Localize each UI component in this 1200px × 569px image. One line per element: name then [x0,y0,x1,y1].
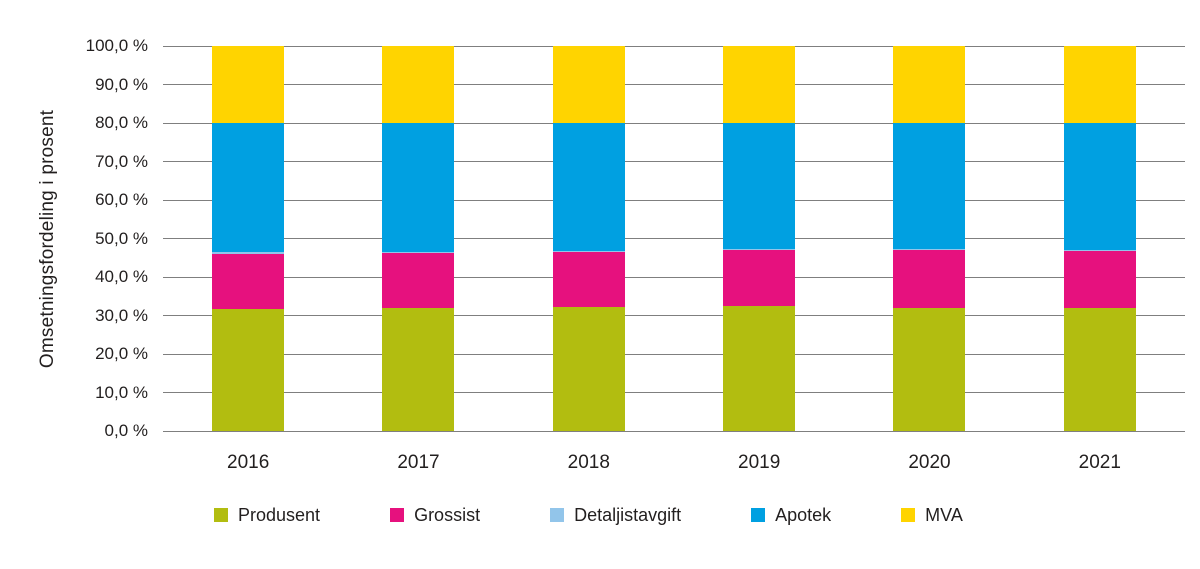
plot-area [163,45,1185,432]
bar-slot-2017 [333,46,503,431]
bar-segment-apotek-2017 [382,123,455,252]
x-tick-label-2020: 2020 [908,452,951,473]
bar-slot-2020 [844,46,1014,431]
y-tick-label: 60,0 % [95,190,148,209]
x-tick-label-2017: 2017 [397,452,440,473]
bar-segment-produsent-2018 [552,307,625,431]
bar-segment-apotek-2021 [1063,123,1136,251]
legend-label-mva: MVA [925,504,963,525]
legend-swatch-grossist [390,508,405,522]
stacked-bar-2016 [212,46,285,431]
legend-label-grossist: Grossist [414,504,481,525]
legend-item-produsent: Produsent [214,504,320,526]
stacked-bar-2020 [893,46,966,431]
bar-segment-detaljistavgift-2019 [723,248,796,250]
bar-segment-mva-2017 [382,46,455,124]
gridline [163,199,1185,201]
bar-segment-apotek-2019 [723,123,796,249]
gridline [163,84,1185,85]
bar-segment-mva-2018 [552,46,625,124]
gridline [163,276,1185,278]
legend-label-produsent: Produsent [238,504,321,525]
legend-swatch-apotek [751,508,766,522]
gridline [163,45,1185,47]
bar-segment-grossist-2016 [212,253,285,309]
bar-segment-grossist-2017 [382,253,455,309]
y-tick-label: 80,0 % [95,113,148,132]
bar-slot-2016 [163,46,333,431]
legend-item-mva: MVA [901,504,963,526]
x-tick-label-2021: 2021 [1078,452,1121,473]
bar-segment-detaljistavgift-2021 [1063,250,1136,252]
x-tick-label-2016: 2016 [227,452,270,473]
bar-segment-mva-2016 [212,46,285,124]
bar-slot-2021 [1015,46,1185,431]
x-tick-label-2019: 2019 [738,452,781,473]
legend-swatch-produsent [214,508,228,522]
bar-segment-produsent-2020 [893,307,966,431]
gridline [163,122,1185,124]
bar-segment-mva-2021 [1063,46,1136,124]
bar-segment-grossist-2018 [552,252,625,308]
bar-segment-detaljistavgift-2020 [893,249,966,251]
legend: Produsent Grossist Detaljistavgift Apotek MV… [214,504,963,526]
bar-segment-detaljistavgift-2016 [212,252,285,254]
bar-segment-apotek-2020 [893,123,966,250]
y-tick-label: 70,0 % [95,151,148,171]
y-tick-label: 30,0 % [95,305,148,325]
bar-segment-grossist-2019 [723,249,796,306]
y-tick-label: 40,0 % [95,267,148,286]
legend-item-apotek: Apotek [751,504,831,526]
legend-swatch-detaljistavgift [550,508,565,522]
bar-segment-produsent-2017 [382,308,455,431]
x-axis-labels: 2016 2017 2018 2019 2020 2021 [163,452,1185,474]
legend-label-apotek: Apotek [775,504,832,525]
gridline [163,392,1185,393]
y-tick-label: 90,0 % [95,74,148,94]
gridline [163,161,1185,162]
bars-row [163,46,1185,431]
bar-segment-apotek-2016 [212,123,285,253]
y-tick-label: 10,0 % [95,382,148,402]
bar-slot-2019 [674,46,844,431]
y-tick-label: 100,0 % [85,36,148,55]
stacked-bar-2019 [723,46,796,431]
y-tick-label: 50,0 % [95,228,148,248]
y-tick-label: 20,0 % [95,344,148,363]
bar-segment-grossist-2021 [1063,251,1136,309]
legend-item-grossist: Grossist [390,504,480,526]
bar-segment-produsent-2019 [723,305,796,431]
bar-slot-2018 [504,46,674,431]
bar-segment-produsent-2016 [212,308,285,431]
bar-segment-mva-2020 [893,46,966,124]
bar-segment-grossist-2020 [893,250,966,308]
gridline [163,430,1185,432]
gridline [163,315,1185,316]
gridline [163,238,1185,239]
bar-segment-detaljistavgift-2017 [382,252,455,254]
gridline [163,353,1185,355]
stacked-bar-2021 [1063,46,1136,431]
bar-segment-apotek-2018 [552,123,625,252]
bar-segment-produsent-2021 [1063,308,1136,431]
x-tick-label-2018: 2018 [567,452,610,473]
legend-item-detaljistavgift: Detaljistavgift [550,504,681,526]
stacked-bar-2018 [552,46,625,431]
legend-label-detaljistavgift: Detaljistavgift [574,504,682,525]
bar-segment-detaljistavgift-2018 [552,251,625,253]
bar-segment-mva-2019 [723,46,796,124]
legend-swatch-mva [901,508,916,522]
y-tick-label: 0,0 % [104,421,148,440]
stacked-bar-2017 [382,46,455,431]
